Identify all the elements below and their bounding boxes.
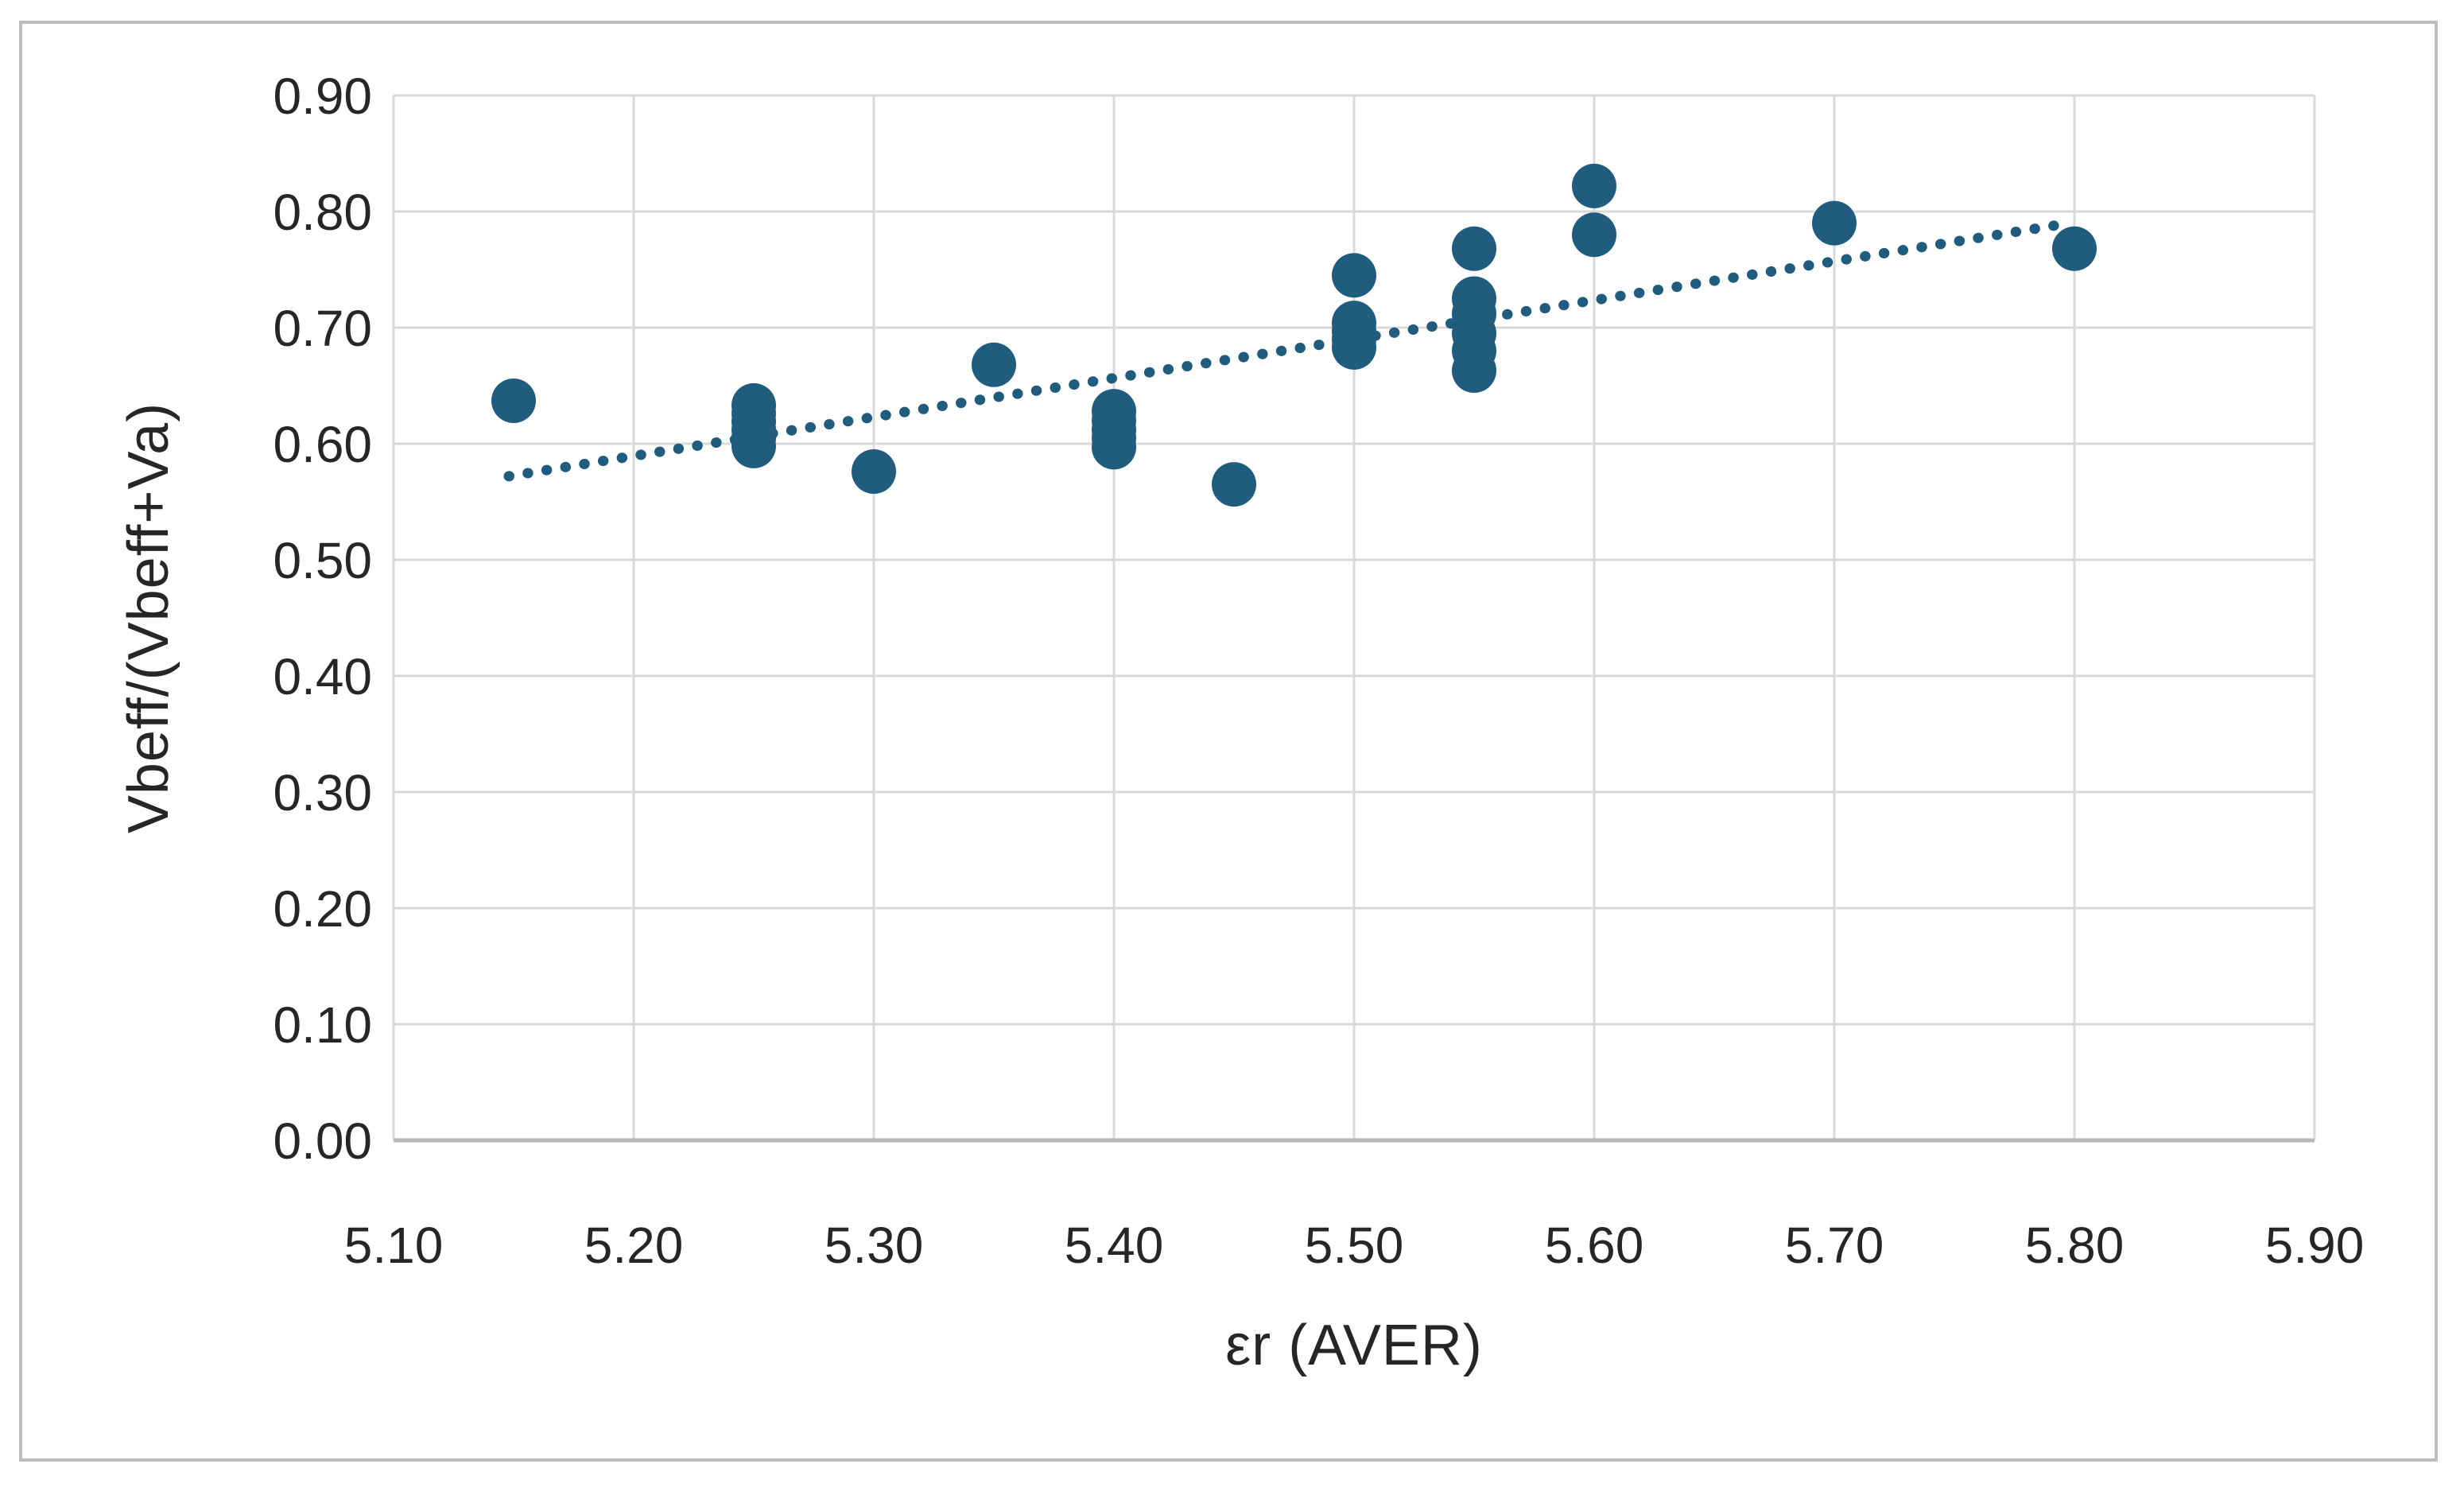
y-tick-label: 0.60 [273,416,372,473]
y-tick-label: 0.10 [273,996,372,1054]
y-tick-label: 0.90 [273,68,372,125]
y-axis-title: Vbeff/(Vbeff+Va) [117,402,180,834]
x-tick-label: 5.80 [2025,1217,2124,1274]
y-tick-label: 0.30 [273,764,372,821]
x-tick-label: 5.40 [1065,1217,1164,1274]
scatter-point [1452,226,1496,271]
x-tick-label: 5.60 [1545,1217,1644,1274]
scatter-point [1572,212,1616,258]
scatter-point [491,378,536,423]
scatter-point [1332,301,1376,346]
scatter-point [1092,389,1136,434]
scatter-point [1452,276,1496,321]
x-tick-label: 5.70 [1785,1217,1884,1274]
y-tick-label: 0.40 [273,648,372,705]
x-tick-label: 5.30 [825,1217,924,1274]
y-tick-label: 0.80 [273,184,372,241]
x-axis-title: εr (AVER) [1225,1314,1483,1377]
scatter-point [1332,253,1376,298]
x-tick-label: 5.20 [584,1217,684,1274]
y-tick-label: 0.00 [273,1112,372,1170]
scatter-point [1572,163,1616,208]
scatter-point [1812,200,1857,246]
x-tick-label: 5.90 [2265,1217,2365,1274]
y-tick-label: 0.20 [273,880,372,938]
x-tick-label: 5.10 [344,1217,444,1274]
y-tick-label: 0.70 [273,300,372,357]
chart-frame-border [19,21,2438,1462]
scatter-point [1212,462,1256,507]
scatter-point [731,382,776,428]
y-tick-label: 0.50 [273,532,372,589]
scatter-point [972,342,1016,387]
x-tick-label: 5.50 [1305,1217,1404,1274]
scatter-point [852,449,896,495]
scatter-point [2052,226,2097,271]
